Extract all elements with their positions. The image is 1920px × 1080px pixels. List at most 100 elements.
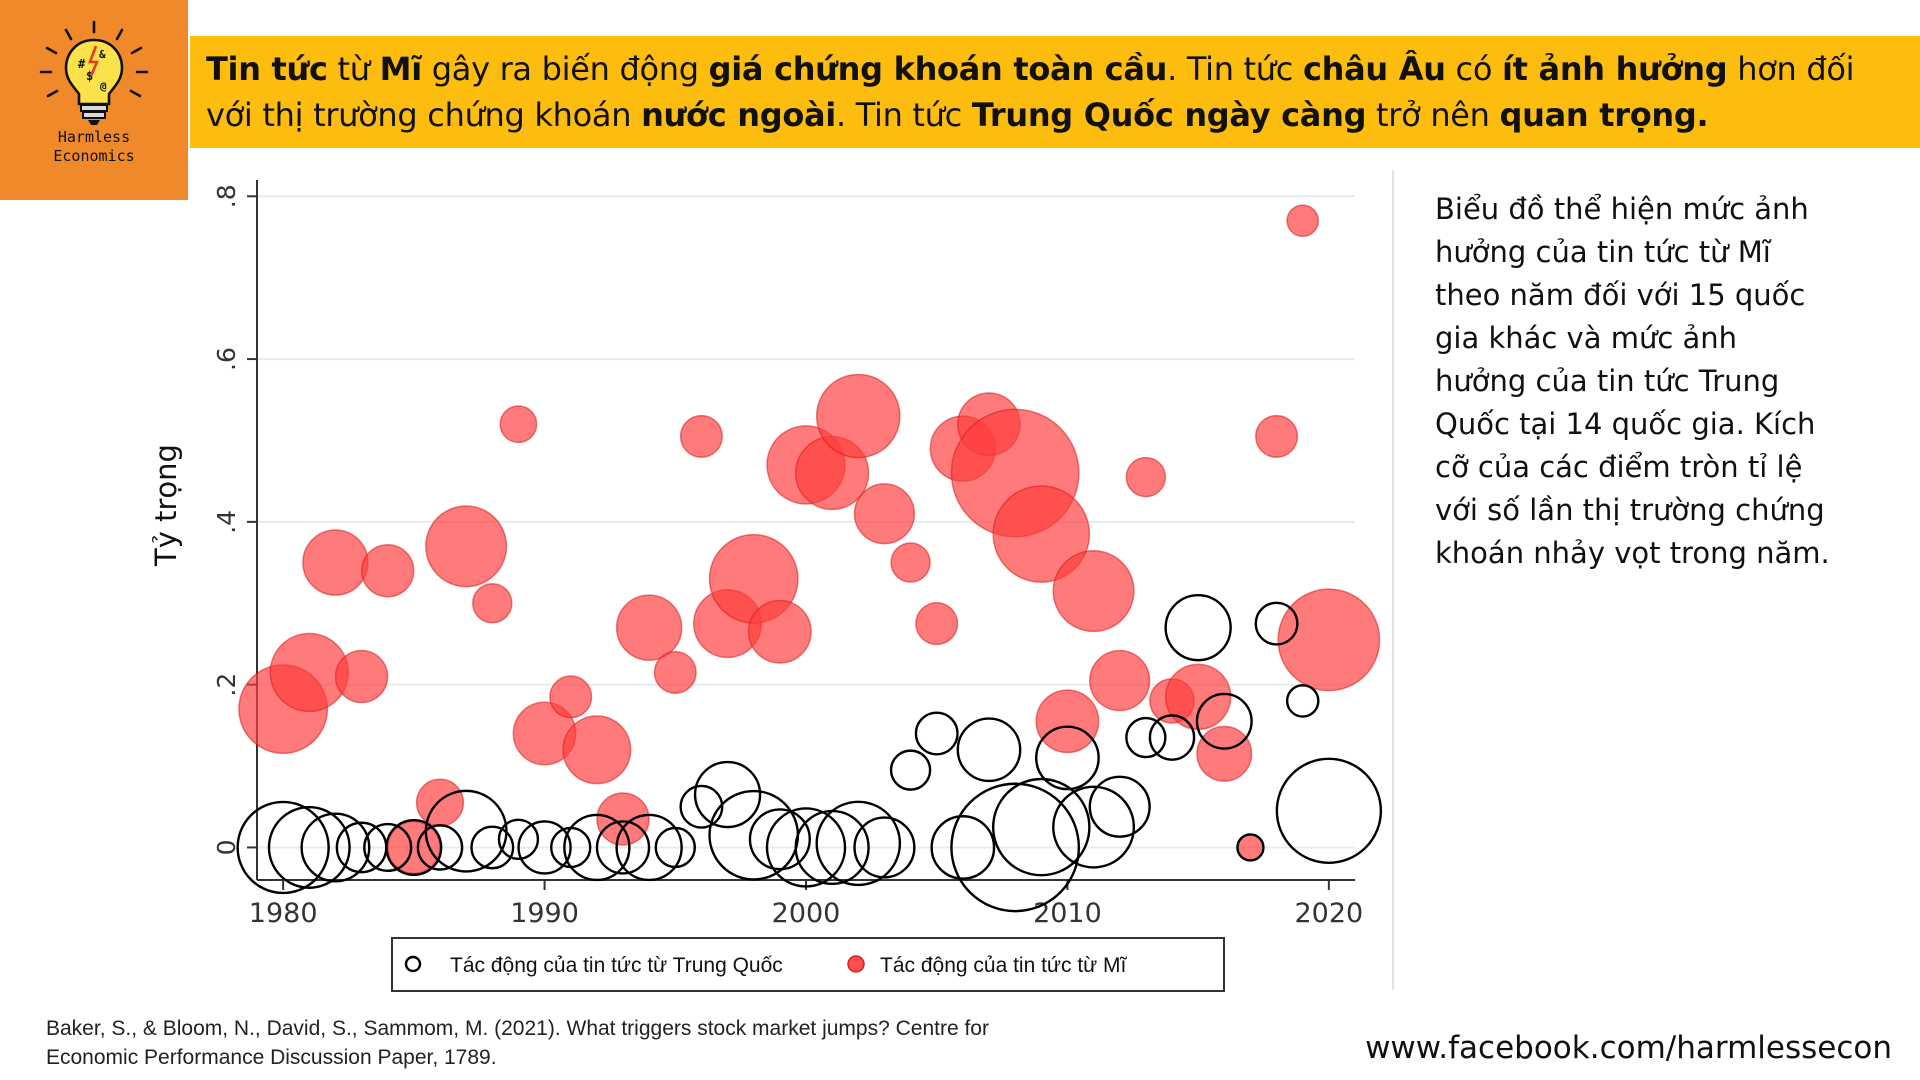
us-news-point: [853, 483, 916, 545]
chart-axes: 0 .2 .4 .6 .8 1980 1990 2000 2010 2020: [212, 180, 1363, 929]
china-news-point: [679, 784, 724, 829]
china-news-point: [1164, 593, 1232, 662]
china-news-point: [654, 826, 696, 869]
y-tick-label: .6: [212, 347, 241, 371]
headline-segment: Trung Quốc ngày càng: [971, 96, 1367, 134]
x-tick-label: 2020: [1294, 898, 1363, 929]
x-tick-label: 1980: [249, 898, 318, 929]
us-news-point: [1125, 456, 1167, 498]
lightbulb-icon: # & $ @: [39, 20, 149, 125]
svg-text:#: #: [78, 57, 86, 71]
china-news-point: [236, 800, 330, 895]
citation-line1: Baker, S., & Bloom, N., David, S., Sammo…: [46, 1017, 989, 1040]
china-news-point: [1035, 725, 1100, 791]
svg-text:@: @: [100, 80, 107, 93]
us-news-point: [1277, 588, 1381, 692]
us-news-point: [992, 485, 1091, 583]
headline-segment: . Tin tức: [1167, 50, 1303, 88]
china-news-point: [470, 825, 515, 870]
us-news-point: [596, 792, 650, 846]
china-news-point: [708, 789, 800, 881]
china-news-point: [424, 789, 508, 873]
china-news-point: [889, 749, 932, 791]
us-news-point: [425, 505, 508, 588]
us-news-point: [1255, 414, 1299, 458]
svg-text:$: $: [86, 69, 93, 83]
us-news-point: [415, 778, 465, 827]
china-news-point: [1275, 757, 1383, 865]
legend-marker-china: [404, 955, 422, 973]
svg-text:&: &: [99, 48, 106, 61]
vertical-divider: [1392, 170, 1394, 990]
headline-segment: từ: [327, 50, 380, 88]
china-news-point: [563, 813, 631, 882]
x-tick-label: 2010: [1033, 898, 1102, 929]
us-news-point: [615, 594, 683, 661]
us-news-point: [549, 675, 593, 719]
logo-line2: Economics: [53, 147, 135, 165]
us-news-point: [472, 583, 513, 624]
y-tick-label: .2: [212, 673, 241, 697]
headline-segment: giá chứng khoán toàn cầu: [708, 50, 1168, 88]
us-news-point: [302, 529, 369, 596]
us-news-point: [499, 405, 538, 444]
headline-segment: Mĩ: [379, 50, 423, 88]
headline-segment: châu Âu: [1302, 50, 1446, 88]
x-tick-label: 1990: [510, 898, 579, 929]
y-tick-label: 0: [212, 839, 241, 855]
china-news-point: [1052, 785, 1136, 869]
bubble-chart: 0 .2 .4 .6 .8 1980 1990 2000 2010 2020 Tỷ trọng T…: [149, 180, 1383, 992]
y-axis-label: Tỷ trọng: [149, 444, 183, 567]
citation-line2: Economic Performance Discussion Paper, 1…: [46, 1046, 497, 1069]
y-tick-label: .4: [212, 510, 241, 534]
china-news-point: [991, 777, 1091, 877]
china-news-point: [385, 818, 443, 876]
us-news-point: [1089, 649, 1151, 712]
china-news-point: [748, 808, 811, 871]
legend-label-us: Tác động của tin tức từ Mĩ: [880, 954, 1128, 977]
china-news-point: [363, 822, 413, 873]
us-news-point: [815, 373, 901, 459]
us-news-point: [747, 599, 812, 664]
headline-banner: Tin tức từ Mĩ gây ra biến động giá chứng…: [190, 36, 1920, 148]
us-news-point: [1286, 204, 1320, 238]
china-news-point: [950, 782, 1081, 913]
y-tick-label: .8: [212, 184, 241, 208]
china-news-point: [914, 711, 959, 756]
china-news-point: [1125, 716, 1167, 759]
us-news-point: [679, 414, 723, 458]
china-news-point: [267, 805, 351, 889]
us-news-point: [387, 820, 441, 875]
website-link[interactable]: www.facebook.com/harmlessecon: [1365, 1030, 1892, 1066]
headline-segment: ít ảnh hưởng: [1502, 50, 1728, 88]
x-tick-label: 2000: [772, 898, 841, 929]
headline-segment: nước ngoài: [641, 96, 836, 134]
legend-box: [391, 937, 1225, 992]
china-news-point: [416, 824, 464, 871]
series-us-news: [238, 204, 1381, 875]
china-news-point: [1148, 714, 1196, 761]
logo: # & $ @ Harmless Economics: [0, 0, 188, 200]
china-news-point: [1285, 684, 1320, 718]
citation: Baker, S., & Bloom, N., David, S., Sammo…: [46, 1014, 1146, 1072]
china-news-point: [956, 717, 1022, 783]
china-news-point: [930, 815, 996, 880]
headline-segment: có: [1445, 50, 1503, 88]
us-news-point: [915, 602, 959, 646]
legend-label-china: Tác động của tin tức từ Trung Quốc: [450, 954, 783, 977]
china-news-point: [1195, 692, 1253, 750]
us-news-point: [890, 542, 931, 583]
china-news-point: [693, 760, 762, 829]
china-news-point: [1088, 775, 1151, 838]
headline-segment: trở nên: [1366, 96, 1500, 134]
china-news-point: [1236, 833, 1265, 862]
china-news-point: [497, 818, 540, 861]
china-news-point: [615, 813, 683, 882]
us-news-point: [360, 543, 415, 598]
us-news-point: [1035, 689, 1100, 754]
headline-segment: gây ra biến động: [421, 50, 709, 88]
us-news-point: [562, 715, 632, 785]
logo-line1: Harmless: [57, 128, 131, 146]
us-news-point: [1196, 725, 1253, 782]
us-news-point: [334, 649, 389, 704]
